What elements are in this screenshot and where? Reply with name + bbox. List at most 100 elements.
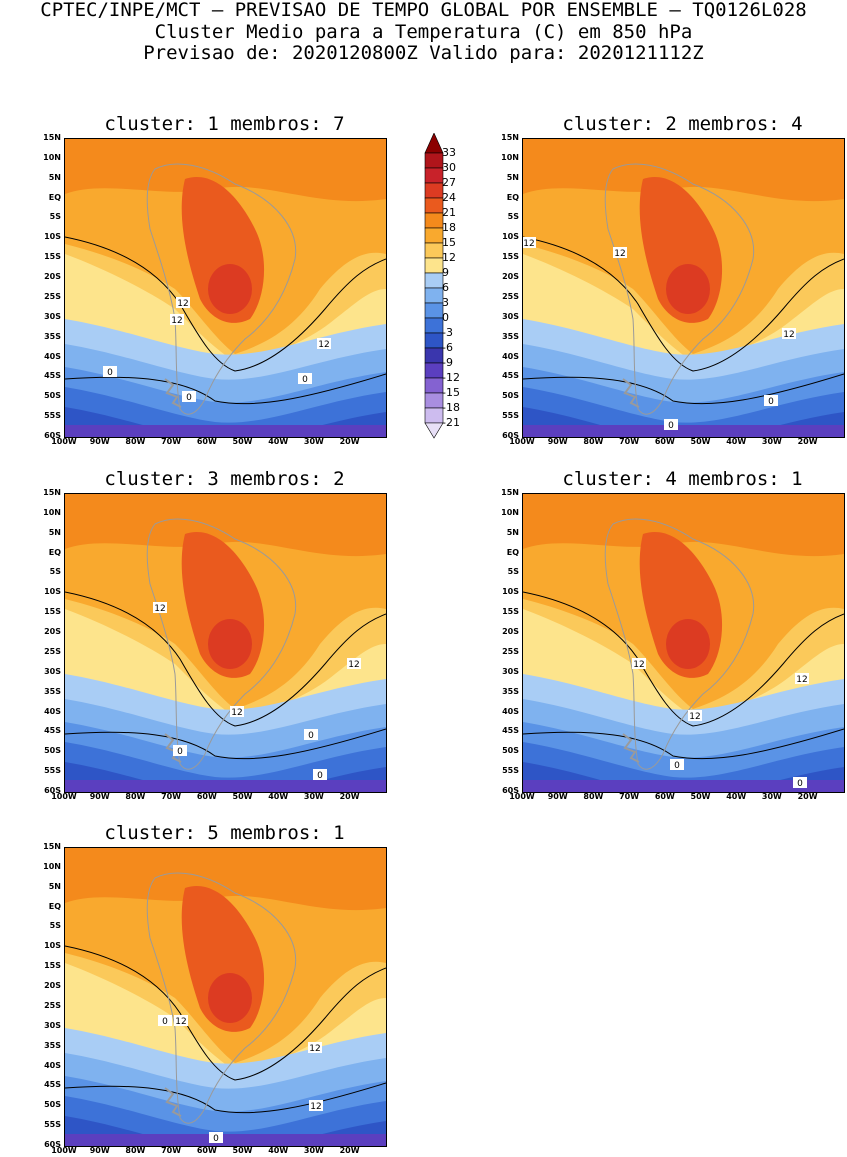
warm-band <box>65 848 386 911</box>
temperature-map: 12 12 12 0 0 0 <box>64 138 387 438</box>
svg-text:0: 0 <box>797 779 803 789</box>
lat-label: 15S <box>502 607 519 617</box>
contour-12 <box>65 236 386 372</box>
lon-label: 60W <box>196 437 217 446</box>
lat-label: 45S <box>44 1080 61 1090</box>
colorbar-swatch <box>424 332 444 349</box>
lat-label: 45S <box>502 726 519 736</box>
patagonia-outline <box>164 1087 182 1117</box>
continent-outline <box>604 163 755 415</box>
lon-label: 100W <box>51 792 77 801</box>
colorbar-label: 18 <box>442 221 456 234</box>
continent-outline <box>146 518 297 770</box>
svg-text:0: 0 <box>302 375 308 385</box>
lat-label: 10N <box>43 152 61 162</box>
polar-band <box>523 425 844 437</box>
svg-text:0: 0 <box>668 421 674 431</box>
lat-label: 30S <box>44 666 61 676</box>
lat-label: 5S <box>507 567 519 577</box>
colorbar-swatches <box>424 132 444 439</box>
contour-0 <box>523 373 844 405</box>
lat-label: 55S <box>44 1120 61 1130</box>
colorbar-label: 12 <box>442 251 456 264</box>
contour-label: 12 <box>308 1042 322 1054</box>
lat-label: 15N <box>43 842 61 851</box>
colorbar-swatch <box>424 152 444 169</box>
lon-label: 40W <box>726 437 747 446</box>
contour-label: 12 <box>317 338 331 350</box>
svg-text:12: 12 <box>177 299 188 309</box>
warm-band <box>65 139 386 202</box>
lon-label: 100W <box>509 437 535 446</box>
contour-label: 0 <box>298 373 312 385</box>
cold-band-4 <box>65 742 386 792</box>
lon-label: 80W <box>125 792 146 801</box>
svg-text:0: 0 <box>308 731 314 741</box>
lon-label: 30W <box>303 792 324 801</box>
contour-0 <box>65 373 386 405</box>
lat-label: EQ <box>48 901 61 911</box>
lon-label: 50W <box>690 792 711 801</box>
lon-label: 30W <box>761 437 782 446</box>
svg-text:12: 12 <box>614 249 625 259</box>
polar-band <box>523 780 844 792</box>
svg-text:12: 12 <box>154 604 165 614</box>
temperature-map: 12 12 12 0 0 <box>522 138 845 438</box>
lon-label: 60W <box>196 1146 217 1155</box>
contour-label: 0 <box>103 366 117 378</box>
colorbar-label: -9 <box>442 356 453 369</box>
lon-label: 60W <box>654 437 675 446</box>
continent-outline <box>604 518 755 770</box>
svg-text:0: 0 <box>213 1134 219 1144</box>
colorbar-swatch <box>424 227 444 244</box>
lat-label: 10S <box>502 587 519 597</box>
continent-outline <box>146 163 297 415</box>
patagonia-outline <box>622 378 640 408</box>
colorbar-swatch <box>424 242 444 259</box>
patagonia-outline <box>164 733 182 763</box>
lat-label: 15N <box>501 133 519 142</box>
panel-title: cluster: 4 membros: 1 <box>562 468 803 490</box>
svg-text:12: 12 <box>310 1102 321 1112</box>
lon-label: 90W <box>89 1146 110 1155</box>
cold-band-4 <box>523 742 844 792</box>
contour-label: 0 <box>793 777 807 789</box>
lat-label: 15S <box>44 252 61 262</box>
warm-band <box>65 494 386 557</box>
lat-label: 35S <box>44 686 61 696</box>
contour-label: 12 <box>613 247 627 259</box>
colorbar-label: 30 <box>442 161 456 174</box>
lat-label: 40S <box>44 1060 61 1070</box>
hotter-core <box>208 264 252 314</box>
lat-label: 55S <box>44 766 61 776</box>
lat-label: 25S <box>502 291 519 301</box>
contour-label: 0 <box>313 769 327 781</box>
contour-label: 12 <box>795 673 809 685</box>
cold-band-4 <box>65 387 386 437</box>
contour-label: 12 <box>153 602 167 614</box>
panel-title: cluster: 2 membros: 4 <box>562 113 803 135</box>
contour-label: 0 <box>209 1132 223 1144</box>
lat-label: 25S <box>44 1000 61 1010</box>
lat-label: 45S <box>502 371 519 381</box>
lon-label: 60W <box>196 792 217 801</box>
lat-label: 5S <box>49 212 61 222</box>
panel-title: cluster: 1 membros: 7 <box>104 113 345 135</box>
lon-label: 20W <box>339 1146 360 1155</box>
svg-text:0: 0 <box>177 747 183 757</box>
lon-label: 80W <box>125 1146 146 1155</box>
polar-band <box>65 1134 386 1146</box>
colorbar-label: 33 <box>442 146 456 159</box>
lat-label: 5S <box>49 567 61 577</box>
lat-label: 10S <box>44 232 61 242</box>
lat-label: 5N <box>48 881 61 891</box>
lon-label: 90W <box>89 792 110 801</box>
svg-text:12: 12 <box>796 675 807 685</box>
contour-label: 0 <box>304 729 318 741</box>
contour-label: 12 <box>170 314 184 326</box>
colorbar-label: -6 <box>442 341 453 354</box>
lon-label: 70W <box>619 437 640 446</box>
lon-label: 30W <box>303 1146 324 1155</box>
colorbar: 33 30 27 24 21 18 15 12 9 6 3 0 -3 -6 -9 -12 -15 -18 -21 <box>424 132 460 447</box>
colorbar-swatch <box>424 317 444 334</box>
